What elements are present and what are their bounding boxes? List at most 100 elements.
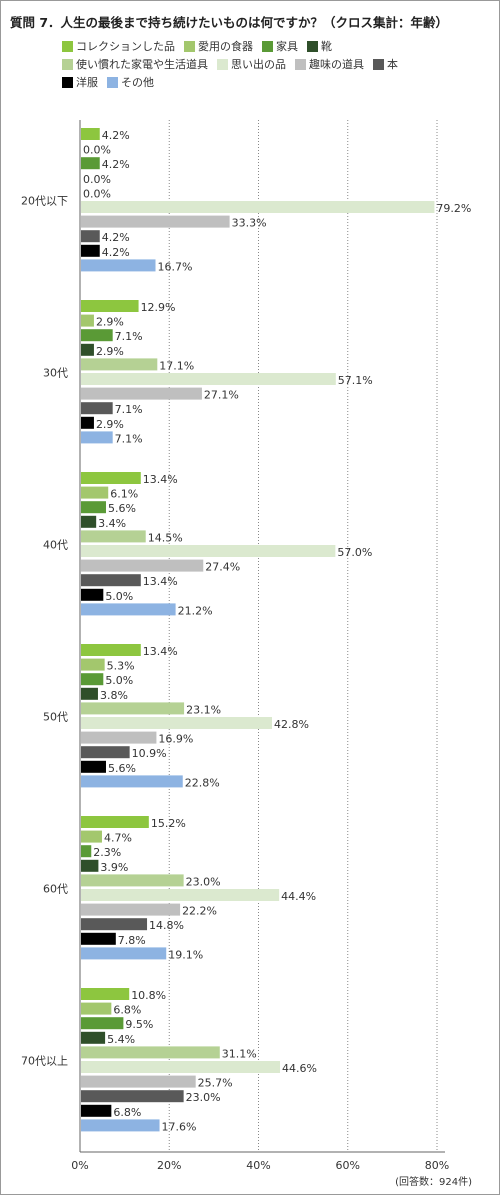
data-label: 6.8%: [113, 1004, 141, 1017]
legend-item: 使い慣れた家電や生活道具: [62, 56, 208, 72]
data-label: 6.1%: [110, 488, 138, 501]
legend-item: 愛用の食器: [184, 38, 253, 54]
legend-swatch: [307, 40, 318, 52]
footnote: (回答数：924件): [395, 1177, 472, 1188]
bar: [81, 1046, 220, 1059]
data-label: 22.2%: [182, 905, 217, 918]
legend-item: 洋服: [62, 74, 98, 90]
data-label: 44.4%: [281, 890, 316, 903]
legend-label: 使い慣れた家電や生活道具: [76, 58, 208, 71]
data-label: 4.7%: [104, 832, 132, 845]
legend-label: 思い出の品: [231, 58, 286, 71]
bar: [81, 1061, 281, 1073]
legend-item: 靴: [307, 38, 332, 54]
category-label: 40代: [43, 539, 68, 552]
bar: [81, 816, 149, 828]
bar: [81, 775, 183, 788]
data-label: 12.9%: [141, 301, 176, 314]
data-label: 25.7%: [198, 1077, 233, 1090]
data-label: 14.5%: [148, 531, 183, 544]
data-label: 23.1%: [186, 703, 221, 716]
bar: [81, 545, 336, 557]
legend-row: 使い慣れた家電や生活道具 思い出の品 趣味の道具 本: [62, 55, 482, 73]
legend-swatch: [217, 58, 228, 70]
data-label: 0.0%: [83, 187, 111, 200]
data-label: 10.9%: [132, 747, 167, 760]
data-label: 5.3%: [107, 660, 135, 673]
data-label: 2.9%: [96, 316, 124, 329]
x-tick-label: 80%: [425, 1159, 449, 1172]
bar: [81, 644, 141, 656]
legend-label: 趣味の道具: [309, 58, 364, 71]
legend-label: 洋服: [76, 76, 98, 89]
data-label: 3.8%: [100, 689, 128, 702]
bar: [81, 559, 204, 572]
bar: [81, 1017, 124, 1030]
data-label: 0.0%: [83, 144, 111, 157]
legend-swatch: [295, 58, 306, 70]
bar: [81, 515, 97, 528]
bar: [81, 702, 185, 715]
data-label: 7.1%: [115, 403, 143, 416]
bar: [81, 329, 113, 342]
data-label: 4.2%: [102, 246, 130, 259]
data-label: 5.4%: [107, 1033, 135, 1046]
x-tick-label: 20%: [157, 1159, 181, 1172]
category-label: 50代: [43, 711, 68, 724]
bar: [81, 947, 167, 960]
legend-item: その他: [107, 74, 154, 90]
legend-swatch: [373, 58, 384, 70]
data-label: 33.3%: [232, 217, 267, 230]
data-label: 27.4%: [205, 561, 240, 574]
data-label: 2.9%: [96, 345, 124, 358]
data-label: 2.9%: [96, 418, 124, 431]
bar: [81, 128, 100, 140]
data-label: 0.0%: [83, 173, 111, 186]
bar: [81, 903, 181, 916]
category-label: 60代: [43, 883, 68, 896]
data-label: 22.8%: [185, 776, 220, 789]
bar: [81, 157, 100, 170]
data-label: 16.9%: [158, 733, 193, 746]
x-tick-label: 0%: [71, 1159, 88, 1172]
data-label: 27.1%: [204, 389, 239, 402]
bar: [81, 1075, 196, 1088]
data-label: 5.0%: [105, 590, 133, 603]
x-tick-label: 60%: [336, 1159, 360, 1172]
legend-item: 家具: [262, 38, 298, 54]
data-label: 15.2%: [151, 817, 186, 830]
bar: [81, 760, 106, 773]
data-label: 2.3%: [93, 846, 121, 859]
legend-swatch: [184, 40, 195, 52]
data-label: 5.6%: [108, 502, 136, 515]
bar: [81, 603, 176, 616]
data-label: 17.6%: [162, 1120, 197, 1133]
data-label: 6.8%: [113, 1106, 141, 1119]
bar: [81, 244, 100, 257]
legend-item: 趣味の道具: [295, 56, 364, 72]
data-label: 10.8%: [131, 989, 166, 1002]
data-label: 3.4%: [98, 517, 126, 530]
data-label: 57.0%: [337, 546, 372, 559]
legend-swatch: [107, 76, 118, 88]
bar: [81, 932, 116, 945]
data-label: 13.4%: [143, 645, 178, 658]
bar: [81, 731, 157, 744]
bar: [81, 431, 113, 444]
bar: [81, 230, 100, 243]
bar: [81, 373, 336, 385]
chart-title: 質問 7．人生の最後まで持ち続けたいものは何ですか？（クロス集計：年齢）: [10, 15, 449, 30]
bar: [81, 889, 280, 901]
legend-item: 思い出の品: [217, 56, 286, 72]
bar: [81, 215, 230, 228]
legend-label: 愛用の食器: [198, 40, 253, 53]
bar: [81, 830, 102, 843]
legend-swatch: [62, 58, 73, 70]
data-label: 44.6%: [282, 1062, 317, 1075]
bar: [81, 874, 184, 887]
bar: [81, 988, 130, 1000]
bar: [81, 402, 113, 415]
bar: [81, 300, 139, 312]
legend-label: その他: [121, 76, 154, 89]
legend-label: 本: [387, 58, 398, 71]
